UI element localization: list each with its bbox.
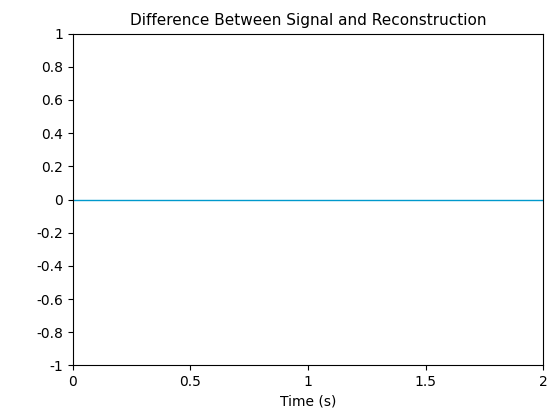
X-axis label: Time (s): Time (s): [280, 395, 336, 409]
Title: Difference Between Signal and Reconstruction: Difference Between Signal and Reconstruc…: [130, 13, 486, 28]
